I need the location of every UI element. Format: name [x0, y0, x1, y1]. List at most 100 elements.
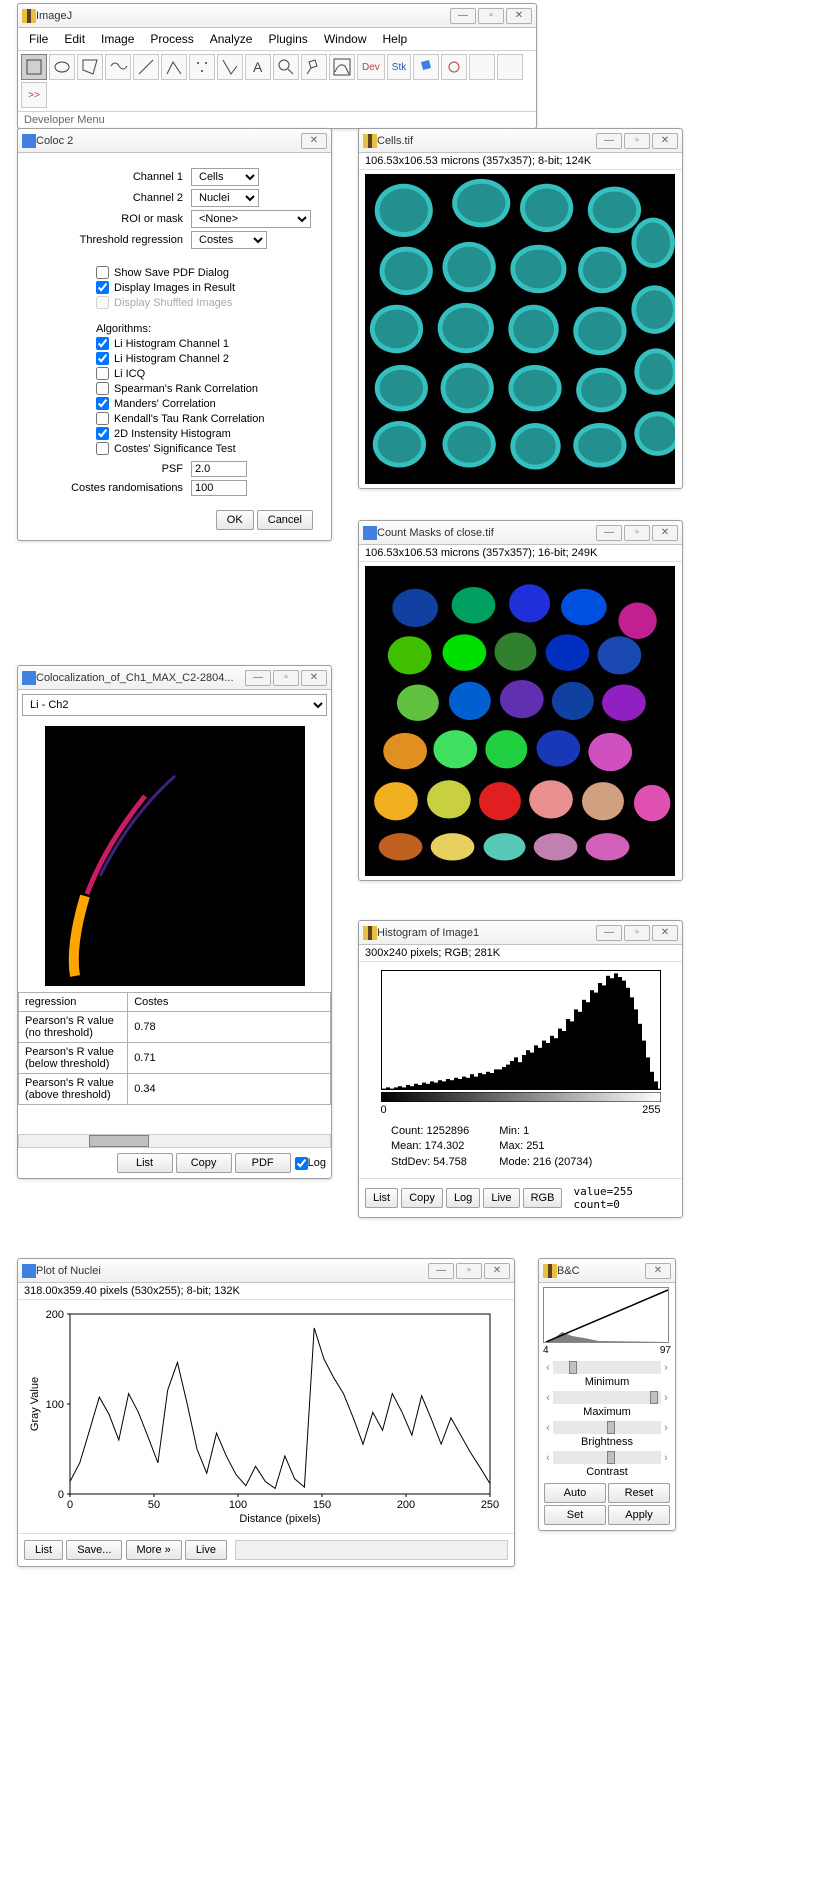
- close-button[interactable]: ✕: [652, 925, 678, 941]
- auto-button[interactable]: Auto: [544, 1483, 606, 1503]
- apply-button[interactable]: Apply: [608, 1505, 670, 1525]
- minimize-button[interactable]: —: [596, 133, 622, 149]
- menu-image[interactable]: Image: [94, 30, 141, 48]
- live-button[interactable]: Live: [483, 1188, 519, 1208]
- arrow-left-icon[interactable]: ‹: [543, 1392, 553, 1404]
- algo-checkbox[interactable]: [96, 427, 109, 440]
- set-button[interactable]: Set: [544, 1505, 606, 1525]
- algo-checkbox[interactable]: [96, 442, 109, 455]
- menu-plugins[interactable]: Plugins: [261, 30, 314, 48]
- titlebar[interactable]: Count Masks of close.tif —▫✕: [359, 521, 682, 545]
- close-button[interactable]: ✕: [506, 8, 532, 24]
- opt-checkbox[interactable]: [96, 281, 109, 294]
- tool-8[interactable]: A: [245, 54, 271, 80]
- maximize-button[interactable]: ▫: [624, 525, 650, 541]
- channel1-select[interactable]: Cells: [191, 168, 259, 186]
- maximize-button[interactable]: ▫: [273, 670, 299, 686]
- lut-tool[interactable]: [413, 54, 439, 80]
- list-button[interactable]: List: [365, 1188, 398, 1208]
- brush-tool[interactable]: [441, 54, 467, 80]
- titlebar[interactable]: Histogram of Image1 —▫✕: [359, 921, 682, 945]
- cells-image[interactable]: [365, 174, 675, 484]
- titlebar[interactable]: ImageJ — ▫ ✕: [18, 4, 536, 28]
- rgb-button[interactable]: RGB: [523, 1188, 563, 1208]
- close-button[interactable]: ✕: [301, 670, 327, 686]
- randomisations-input[interactable]: [191, 480, 247, 496]
- tool-4[interactable]: [133, 54, 159, 80]
- titlebar[interactable]: Plot of Nuclei —▫✕: [18, 1259, 514, 1283]
- arrow-right-icon[interactable]: ›: [661, 1422, 671, 1434]
- plot-range-bar[interactable]: [235, 1540, 508, 1560]
- cancel-button[interactable]: Cancel: [257, 510, 313, 530]
- close-button[interactable]: ✕: [301, 133, 327, 149]
- menu-file[interactable]: File: [22, 30, 55, 48]
- list-button[interactable]: List: [117, 1153, 173, 1173]
- menu-edit[interactable]: Edit: [57, 30, 92, 48]
- masks-image[interactable]: [365, 566, 675, 876]
- log-button[interactable]: Log: [446, 1188, 480, 1208]
- result-select[interactable]: Li - Ch2: [22, 694, 327, 716]
- algo-checkbox[interactable]: [96, 337, 109, 350]
- tool-5[interactable]: [161, 54, 187, 80]
- threshold-select[interactable]: Costes: [191, 231, 267, 249]
- channel2-select[interactable]: Nuclei: [191, 189, 259, 207]
- log-checkbox[interactable]: [295, 1157, 308, 1170]
- maximize-button[interactable]: ▫: [624, 133, 650, 149]
- arrow-right-icon[interactable]: ›: [661, 1392, 671, 1404]
- tool-3[interactable]: [105, 54, 131, 80]
- arrow-left-icon[interactable]: ‹: [543, 1362, 553, 1374]
- tool-7[interactable]: [217, 54, 243, 80]
- ok-button[interactable]: OK: [216, 510, 254, 530]
- maximum-slider[interactable]: [553, 1391, 661, 1404]
- minimize-button[interactable]: —: [428, 1263, 454, 1279]
- pdf-button[interactable]: PDF: [235, 1153, 291, 1173]
- titlebar[interactable]: Colocalization_of_Ch1_MAX_C2-2804... —▫✕: [18, 666, 331, 690]
- profile-plot[interactable]: 0100200050100150200250Gray ValueDistance…: [22, 1304, 510, 1529]
- reset-button[interactable]: Reset: [608, 1483, 670, 1503]
- maximize-button[interactable]: ▫: [456, 1263, 482, 1279]
- horizontal-scrollbar[interactable]: [18, 1134, 331, 1148]
- more-button[interactable]: More »: [126, 1540, 182, 1560]
- maximize-button[interactable]: ▫: [624, 925, 650, 941]
- tool-11[interactable]: [329, 54, 355, 80]
- copy-button[interactable]: Copy: [401, 1188, 443, 1208]
- menu-analyze[interactable]: Analyze: [203, 30, 260, 48]
- titlebar[interactable]: B&C ✕: [539, 1259, 675, 1283]
- opt-checkbox[interactable]: [96, 266, 109, 279]
- live-button[interactable]: Live: [185, 1540, 227, 1560]
- menu-process[interactable]: Process: [143, 30, 200, 48]
- contrast-slider[interactable]: [553, 1451, 661, 1464]
- titlebar[interactable]: Coloc 2 ✕: [18, 129, 331, 153]
- dev-tool[interactable]: Dev: [357, 54, 385, 80]
- arrow-right-icon[interactable]: ›: [661, 1452, 671, 1464]
- minimize-button[interactable]: —: [450, 8, 476, 24]
- tool-10[interactable]: [301, 54, 327, 80]
- close-button[interactable]: ✕: [484, 1263, 510, 1279]
- titlebar[interactable]: Cells.tif —▫✕: [359, 129, 682, 153]
- copy-button[interactable]: Copy: [176, 1153, 232, 1173]
- tool-x1[interactable]: [469, 54, 495, 80]
- algo-checkbox[interactable]: [96, 367, 109, 380]
- algo-checkbox[interactable]: [96, 397, 109, 410]
- minimum-slider[interactable]: [553, 1361, 661, 1374]
- close-button[interactable]: ✕: [652, 133, 678, 149]
- menu-help[interactable]: Help: [376, 30, 415, 48]
- close-button[interactable]: ✕: [645, 1263, 671, 1279]
- maximize-button[interactable]: ▫: [478, 8, 504, 24]
- tool-0[interactable]: [21, 54, 47, 80]
- psf-input[interactable]: [191, 461, 247, 477]
- tool-1[interactable]: [49, 54, 75, 80]
- algo-checkbox[interactable]: [96, 352, 109, 365]
- tool-9[interactable]: [273, 54, 299, 80]
- arrow-left-icon[interactable]: ‹: [543, 1422, 553, 1434]
- arrow-right-icon[interactable]: ›: [661, 1362, 671, 1374]
- minimize-button[interactable]: —: [596, 525, 622, 541]
- tool-2[interactable]: [77, 54, 103, 80]
- roi-select[interactable]: <None>: [191, 210, 311, 228]
- more-tools[interactable]: >>: [21, 82, 47, 108]
- stk-tool[interactable]: Stk: [387, 54, 411, 80]
- tool-x2[interactable]: [497, 54, 523, 80]
- algo-checkbox[interactable]: [96, 412, 109, 425]
- tool-6[interactable]: [189, 54, 215, 80]
- arrow-left-icon[interactable]: ‹: [543, 1452, 553, 1464]
